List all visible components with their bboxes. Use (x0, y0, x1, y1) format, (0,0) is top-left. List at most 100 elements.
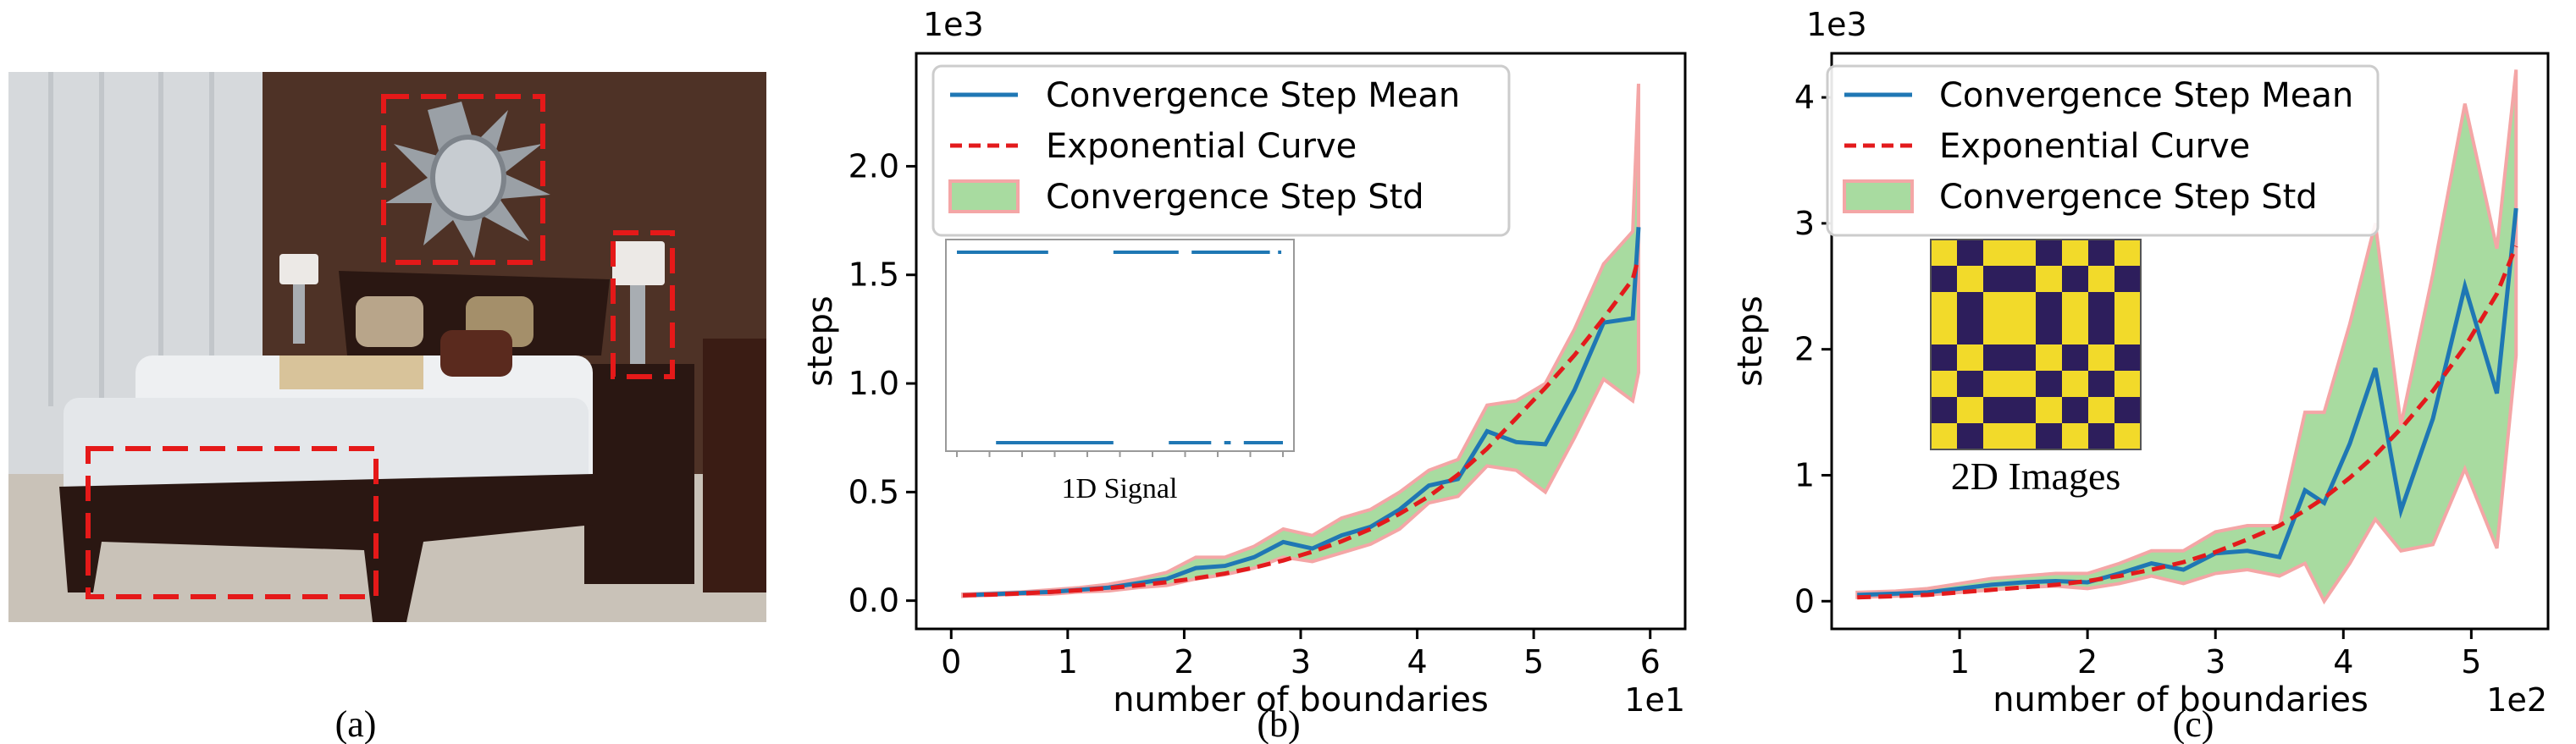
heatmap-cell (1931, 266, 1958, 293)
x-tick-label: 3 (2205, 643, 2225, 681)
heatmap-cell (1931, 240, 1958, 267)
heatmap-cell (2036, 292, 2063, 319)
heatmap-cell (2009, 292, 2037, 319)
heatmap-cell (2088, 240, 2115, 267)
y-axis-label: steps (801, 295, 840, 386)
heatmap-cell (2114, 344, 2142, 372)
heatmap-cell (1957, 397, 1984, 424)
legend-std-label: Convergence Step Std (1939, 178, 2318, 217)
heatmap-grid (1930, 239, 2142, 450)
y-tick-label: 0.5 (849, 473, 899, 510)
caption-b: (b) (1257, 703, 1300, 744)
nightstand (584, 364, 694, 584)
inset-2d-image: 2D Images (1930, 239, 2142, 498)
legend-std-swatch (1843, 179, 1914, 213)
heatmap-cell (2036, 371, 2063, 398)
heatmap-cell (2062, 240, 2089, 267)
heatmap-cell (2009, 397, 2037, 424)
heatmap-cell (2036, 344, 2063, 372)
heatmap-cell (1983, 318, 2010, 345)
heatmap-cell (2062, 423, 2089, 450)
heatmap-cell (1931, 292, 1958, 319)
heatmap-cell (2114, 292, 2142, 319)
legend-curve-label: Exponential Curve (1939, 127, 2250, 166)
bed-frame (59, 474, 593, 622)
x-multiplier: 1e1 (1624, 681, 1685, 719)
pillow (440, 330, 512, 377)
heatmap-cell (2009, 318, 2037, 345)
x-tick-label: 4 (1407, 643, 1427, 681)
x-tick-label: 4 (2333, 643, 2353, 681)
heatmap-cell (1957, 318, 1984, 345)
heatmap-cell (2062, 371, 2089, 398)
legend-box (1826, 64, 2380, 237)
right-lamp (612, 241, 665, 370)
heatmap-cell (1983, 423, 2010, 450)
y-tick-label: 0.0 (849, 582, 899, 620)
x-tick-label: 1 (1949, 643, 1970, 681)
legend: Convergence Step Mean Exponential Curve … (1826, 64, 2380, 237)
y-tick-label: 3 (1794, 205, 1815, 242)
heatmap-cell (2088, 423, 2115, 450)
heatmap-cell (2009, 423, 2037, 450)
breakfast-tray (279, 355, 423, 389)
heatmap-cell (2088, 266, 2115, 293)
heatmap-frame (1930, 239, 2142, 450)
y-tick-label: 4 (1794, 79, 1815, 116)
heatmap-cell (1931, 371, 1958, 398)
heatmap-cell (1983, 292, 2010, 319)
heatmap-cell (2036, 318, 2063, 345)
legend-std-swatch (948, 179, 1020, 213)
heatmap-cell (1983, 266, 2010, 293)
y-tick-label: 1.5 (849, 256, 899, 294)
inset-1d-signal: 1D Signal (945, 239, 1295, 504)
heatmap-cell (2114, 240, 2142, 267)
heatmap-cell (2036, 423, 2063, 450)
legend: Convergence Step Mean Exponential Curve … (931, 64, 1511, 237)
x-axis-label: number of boundaries (1113, 681, 1489, 719)
heatmap-cell (2088, 397, 2115, 424)
heatmap-cell (2062, 266, 2089, 293)
caption-a: (a) (335, 703, 377, 744)
y-multiplier: 1e3 (1806, 6, 1867, 43)
highlight-box-mirror (381, 94, 545, 265)
chart-panel-b: 0 1 2 3 4 5 6 0.0 0.5 1.0 1.5 2.0 1e3 1e1 number of… (801, 6, 1687, 744)
exponential-curve-line (962, 256, 1641, 598)
y-multiplier: 1e3 (923, 6, 984, 43)
y-tick-label: 2 (1794, 331, 1815, 368)
heatmap-cell (1931, 397, 1958, 424)
heatmap-cell (2088, 318, 2115, 345)
x-tick-label: 5 (1523, 643, 1544, 681)
heatmap-cell (2062, 344, 2089, 372)
heatmap-cell (2062, 397, 2089, 424)
heatmap-cell (2114, 266, 2142, 293)
legend-std-label: Convergence Step Std (1046, 178, 1424, 217)
heatmap-cell (2036, 266, 2063, 293)
heatmap-cell (1931, 423, 1958, 450)
std-band-group (1855, 69, 2518, 605)
series-lines-group (962, 227, 1641, 598)
inset-caption: 2D Images (1951, 455, 2121, 498)
heatmap-cell (1957, 266, 1984, 293)
heatmap-cell (1931, 344, 1958, 372)
signal-segments (956, 251, 1284, 457)
heatmap-cell (1983, 371, 2010, 398)
heatmap-cell (2009, 266, 2037, 293)
chair (703, 339, 766, 592)
heatmap-cell (2114, 371, 2142, 398)
legend-curve-label: Exponential Curve (1046, 127, 1357, 166)
legend-mean-label: Convergence Step Mean (1046, 76, 1460, 115)
inset-caption: 1D Signal (1062, 473, 1178, 504)
y-tick-label: 2.0 (849, 147, 899, 185)
legend-mean-label: Convergence Step Mean (1939, 76, 2353, 115)
heatmap-cell (2114, 318, 2142, 345)
x-tick-label: 3 (1291, 643, 1311, 681)
heatmap-cell (2114, 397, 2142, 424)
heatmap-cell (1957, 292, 1984, 319)
std-band (1855, 69, 2518, 605)
x-tick-label: 2 (2077, 643, 2098, 681)
bedroom-photo (8, 72, 766, 622)
heatmap-cell (1957, 423, 1984, 450)
